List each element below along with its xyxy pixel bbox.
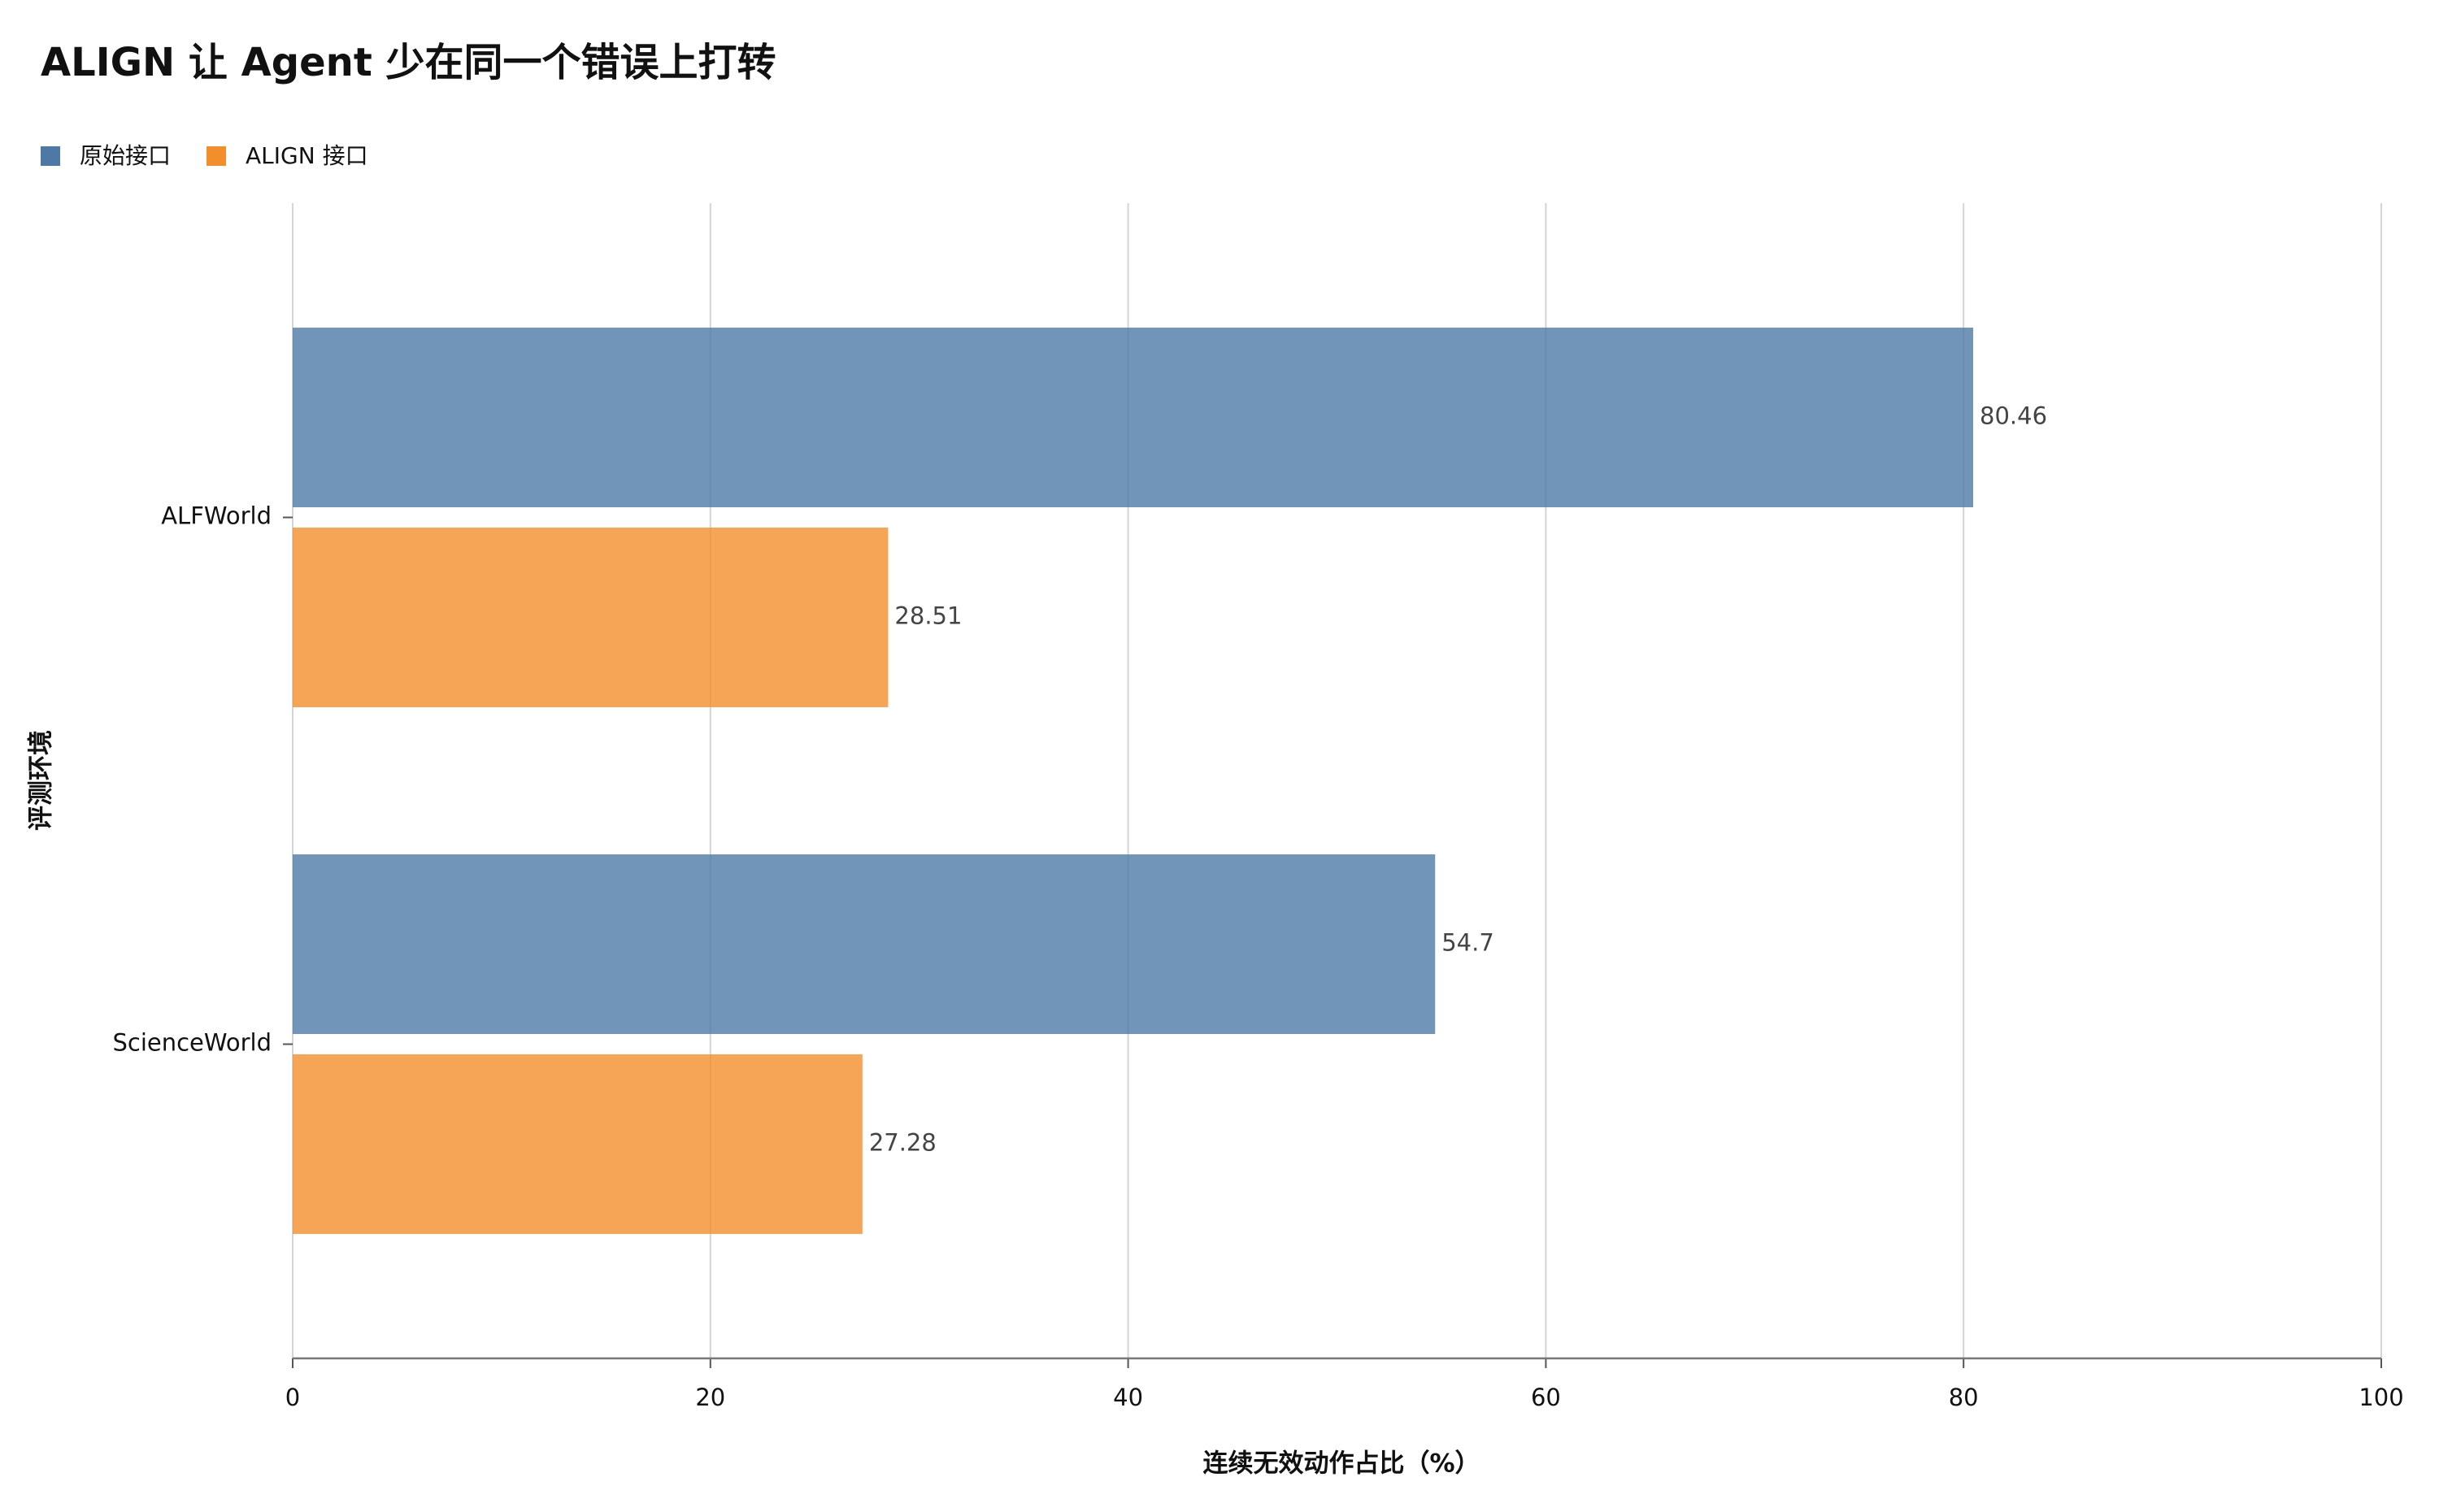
legend-label: ALIGN 接口 <box>246 142 368 169</box>
legend-swatch <box>207 146 227 166</box>
x-tick-label: 40 <box>1113 1384 1143 1411</box>
chart-title: ALIGN 让 Agent 少在同一个错误上打转 <box>41 40 776 85</box>
legend-label: 原始接口 <box>80 142 171 169</box>
x-tick-label: 0 <box>285 1384 300 1411</box>
x-tick-label: 60 <box>1531 1384 1561 1411</box>
value-label: 80.46 <box>1980 402 2047 430</box>
x-tick-label: 80 <box>1949 1384 1979 1411</box>
y-axis-label: 评测环境 <box>27 730 56 831</box>
x-tick-label: 20 <box>695 1384 725 1411</box>
legend-swatch <box>41 146 60 166</box>
y-tick-label: ScienceWorld <box>112 1028 272 1056</box>
value-label: 54.7 <box>1441 929 1494 957</box>
bar <box>293 328 1974 508</box>
y-tick-label: ALFWorld <box>161 502 272 530</box>
bar <box>293 854 1436 1034</box>
bar <box>293 528 889 707</box>
value-label: 27.28 <box>869 1128 937 1156</box>
x-tick-label: 100 <box>2359 1384 2403 1411</box>
bar <box>293 1054 863 1234</box>
x-axis-label: 连续无效动作占比（%） <box>1202 1449 1480 1479</box>
value-label: 28.51 <box>894 602 962 629</box>
